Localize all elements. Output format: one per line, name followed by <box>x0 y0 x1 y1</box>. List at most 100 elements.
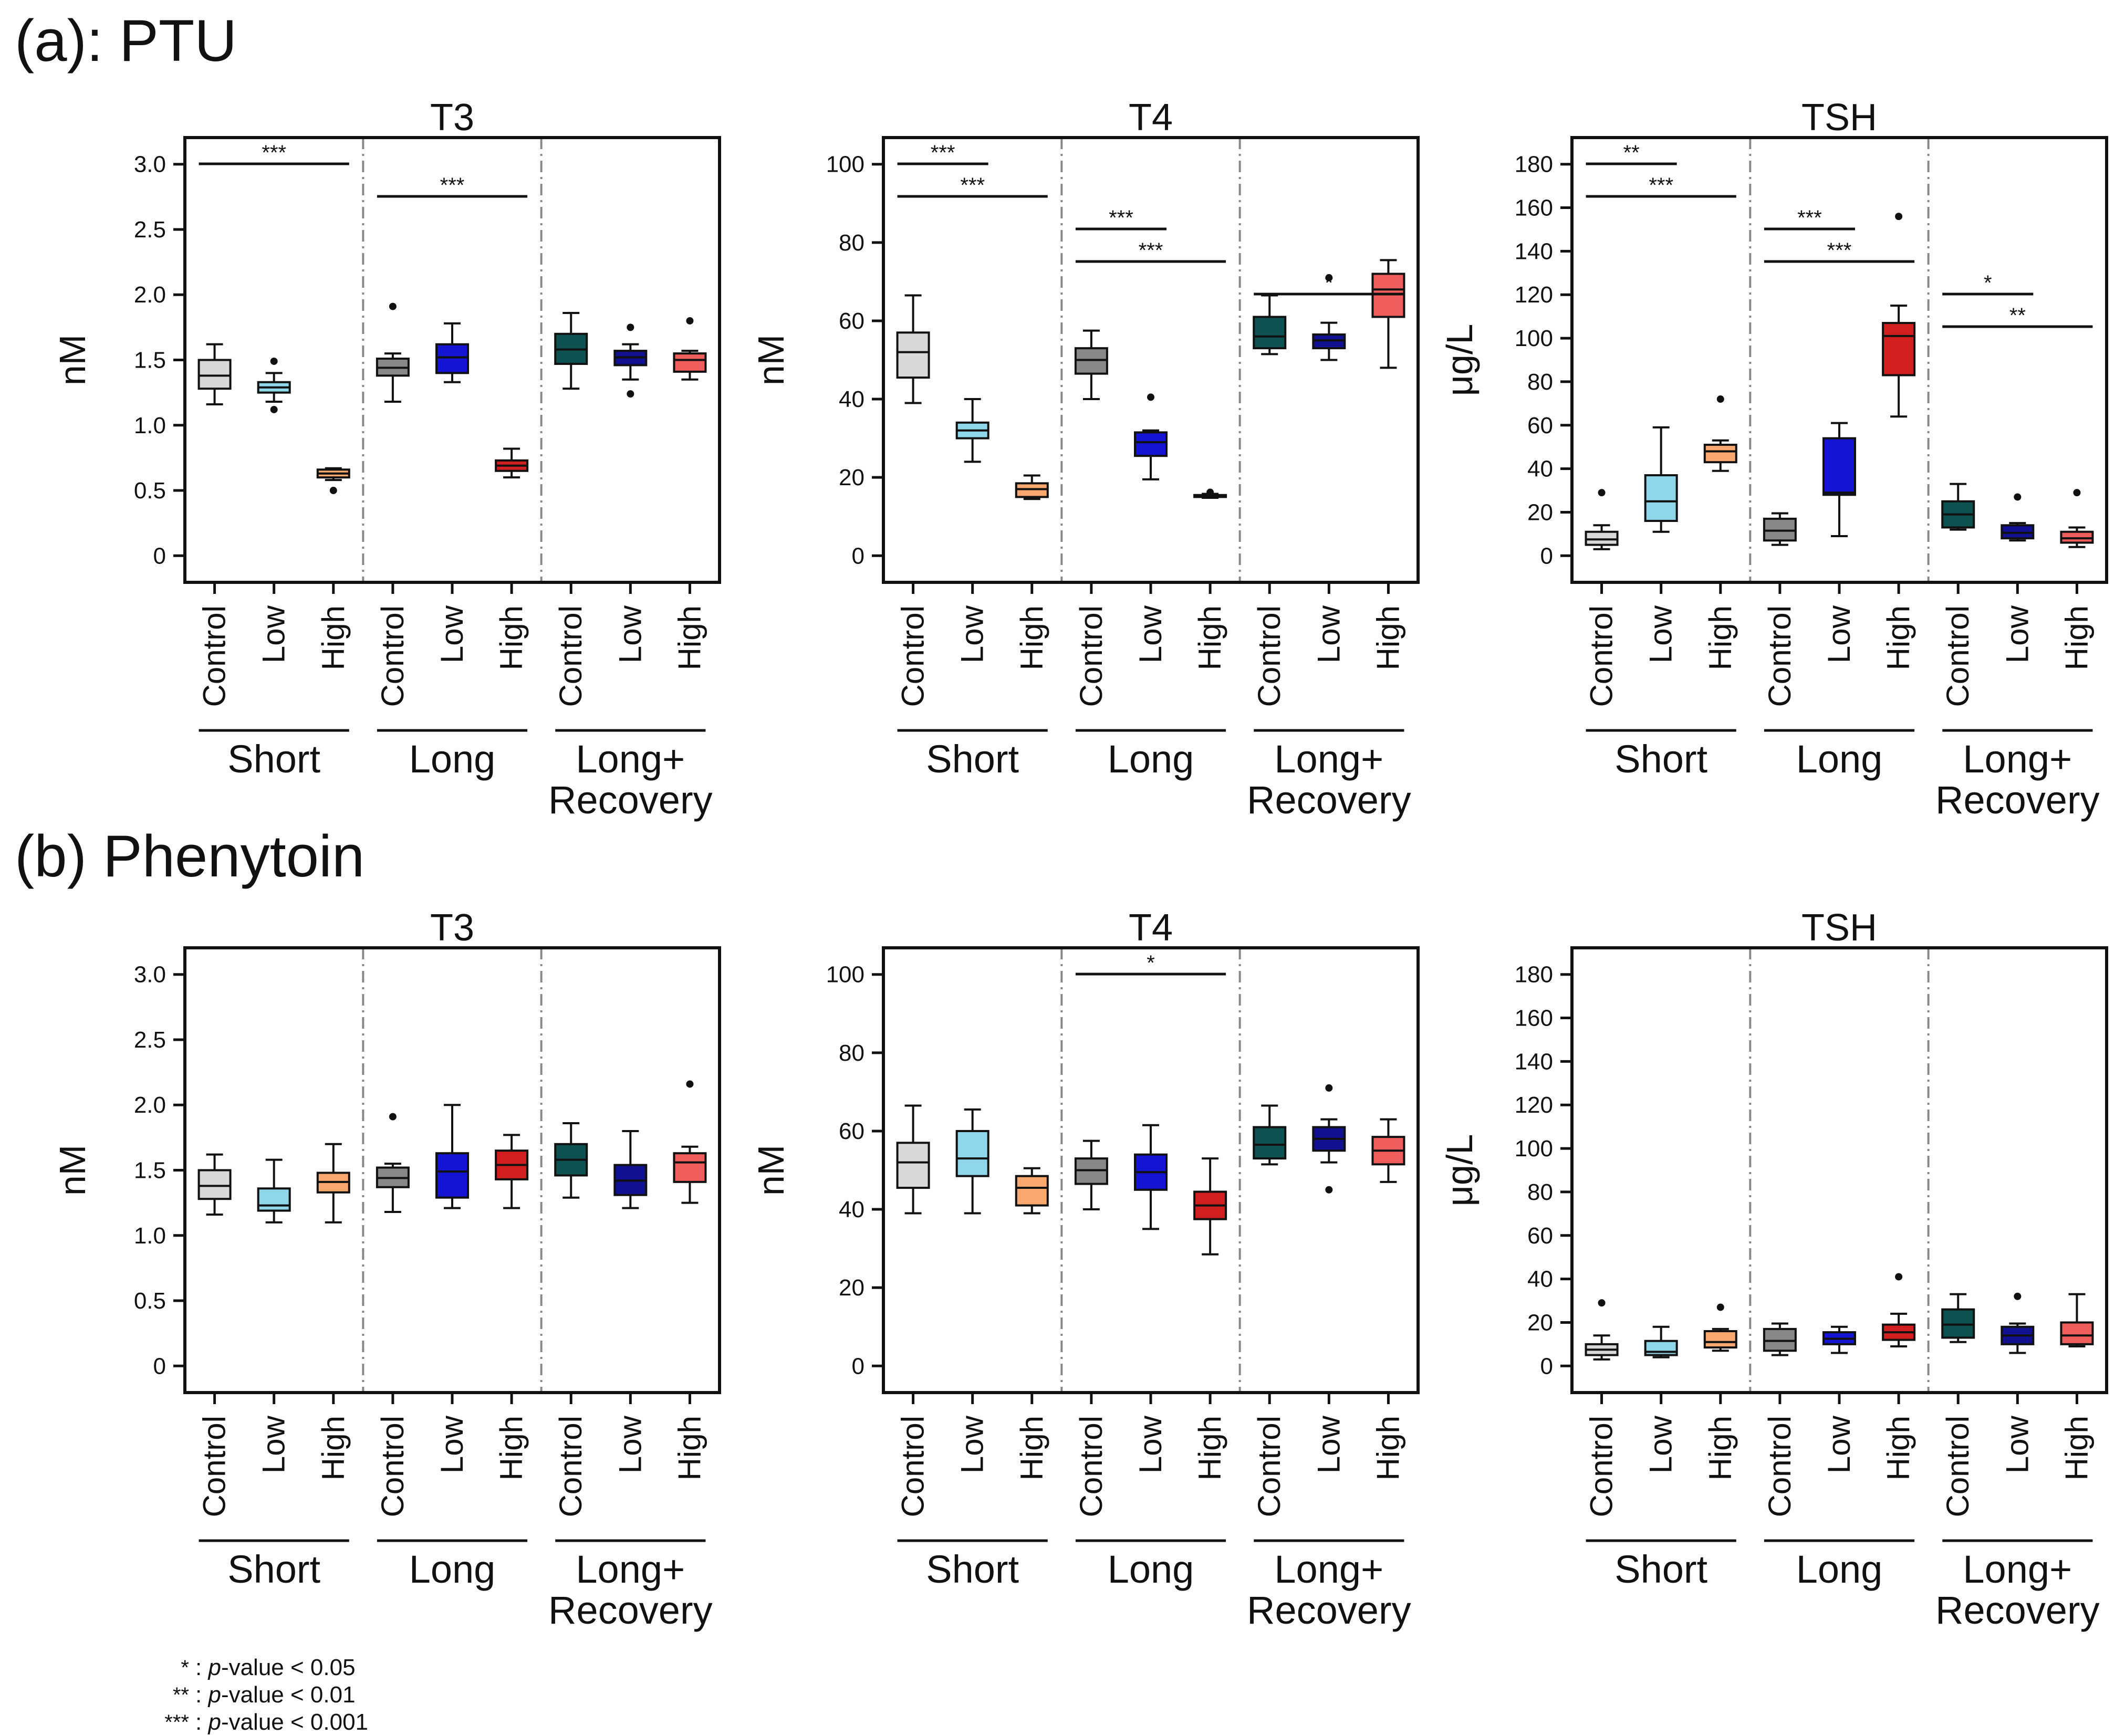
y-axis-label: nM <box>52 1145 93 1196</box>
y-tick-label: 120 <box>1515 1092 1553 1118</box>
significance-label: *** <box>1649 174 1673 197</box>
y-axis-label: μg/L <box>1439 1134 1480 1207</box>
y-axis-label: nM <box>751 334 791 385</box>
chart-b-TSH: TSH μg/L 0 20 40 60 80 100 120 140 160 180 Control Lo… <box>1439 907 2108 1632</box>
box-long-recovery-low <box>1312 1084 1346 1194</box>
y-tick-label: 0 <box>852 1353 864 1379</box>
box-rect <box>1703 1330 1737 1349</box>
y-tick-label: 40 <box>839 1197 864 1222</box>
legend-stars: *** <box>164 1711 189 1734</box>
group-label: Long+ <box>576 737 685 781</box>
x-tick-label: High <box>1014 1416 1049 1480</box>
box-outlier <box>1325 1084 1333 1092</box>
box-short-control <box>1585 489 1619 550</box>
box-long-low <box>1134 1124 1168 1230</box>
group-label: Long+ <box>576 1547 685 1591</box>
x-tick-label: High <box>494 1416 529 1480</box>
box-long-recovery-low <box>613 1130 648 1209</box>
y-tick-label: 100 <box>826 962 864 988</box>
x-tick-label: Low <box>1133 605 1168 663</box>
box-long-recovery-high <box>673 317 707 381</box>
y-tick-label: 40 <box>839 386 864 412</box>
box-long-low <box>1822 422 1856 538</box>
x-tick-label: Low <box>612 1415 648 1473</box>
group-label: Long+ <box>1963 737 2072 781</box>
y-tick-label: 0 <box>1540 543 1553 569</box>
box-outlier <box>1206 488 1214 496</box>
box-rect <box>1703 444 1737 464</box>
y-axis-label: nM <box>751 1145 791 1196</box>
y-tick-label: 80 <box>1527 369 1553 395</box>
box-rect <box>1644 1340 1678 1356</box>
box-short-low <box>955 398 989 463</box>
box-long-recovery-control <box>554 1122 588 1199</box>
group-label: Short <box>926 737 1019 781</box>
x-tick-label: High <box>316 605 351 670</box>
box-long-recovery-control <box>1253 294 1287 355</box>
box-long-high <box>1193 1157 1227 1256</box>
box-long-control <box>376 1113 410 1214</box>
x-tick-label: High <box>1881 605 1916 670</box>
box-outlier <box>389 302 397 310</box>
y-axis-label: nM <box>52 334 93 385</box>
y-tick-label: 40 <box>1527 1267 1553 1292</box>
x-tick-label: Low <box>1133 1415 1168 1473</box>
significance-label: ** <box>1623 141 1640 164</box>
box-outlier <box>686 317 694 325</box>
significance-label: *** <box>440 174 465 197</box>
box-long-high <box>495 447 529 479</box>
box-outlier <box>1325 1186 1333 1194</box>
box-outlier <box>329 487 337 495</box>
x-tick-label: High <box>1370 605 1405 670</box>
y-tick-label: 20 <box>1527 1310 1553 1335</box>
box-long-recovery-low <box>613 323 648 398</box>
box-short-control <box>896 294 930 404</box>
group-label: Short <box>1614 737 1707 781</box>
legend-stars: * <box>181 1656 189 1679</box>
box-outlier <box>1325 274 1333 281</box>
box-rect <box>1253 1126 1287 1160</box>
box-long-low <box>1134 393 1168 480</box>
y-tick-label: 180 <box>1515 152 1553 177</box>
box-rect <box>896 1142 930 1189</box>
box-long-recovery-low <box>2001 493 2035 542</box>
box-rect <box>1015 1175 1049 1207</box>
box-long-recovery-high <box>1371 259 1405 369</box>
chart-title: T4 <box>1129 907 1173 949</box>
x-tick-label: Control <box>375 605 410 707</box>
box-outlier <box>627 390 634 398</box>
y-tick-label: 1.5 <box>134 348 166 373</box>
y-tick-label: 20 <box>839 1275 864 1301</box>
group-label: Short <box>926 1547 1019 1591</box>
x-tick-label: Control <box>1252 1416 1287 1517</box>
group-label: Long <box>409 1547 496 1591</box>
x-tick-label: Control <box>553 605 588 707</box>
box-long-high <box>1882 1273 1916 1348</box>
x-tick-label: Low <box>1311 605 1346 663</box>
significance-label: *** <box>960 174 985 197</box>
legend-row: *** : p-value < 0.001 <box>0 1709 525 1736</box>
y-tick-label: 60 <box>839 1118 864 1144</box>
box-outlier <box>270 405 278 413</box>
box-rect <box>2001 524 2035 540</box>
y-tick-label: 80 <box>839 1040 864 1066</box>
x-tick-label: Low <box>1999 605 2035 663</box>
y-tick-label: 60 <box>839 308 864 334</box>
y-tick-label: 0.5 <box>134 1288 166 1314</box>
box-rect <box>197 359 232 390</box>
x-tick-label: Low <box>955 1415 990 1473</box>
chart-title: T3 <box>430 97 474 139</box>
x-tick-label: Low <box>1643 605 1679 663</box>
group-label: Recovery <box>1935 1588 2100 1632</box>
x-tick-label: High <box>2059 1416 2094 1480</box>
box-rect <box>1585 530 1619 546</box>
significance-label: *** <box>1797 206 1822 229</box>
group-label: Recovery <box>1935 778 2100 822</box>
x-tick-label: Low <box>1643 1415 1679 1473</box>
box-rect <box>1822 437 1856 496</box>
box-short-control <box>197 343 232 406</box>
y-tick-label: 2.5 <box>134 217 166 243</box>
y-axis-label: μg/L <box>1439 324 1480 396</box>
box-long-recovery-high <box>2060 1293 2094 1348</box>
